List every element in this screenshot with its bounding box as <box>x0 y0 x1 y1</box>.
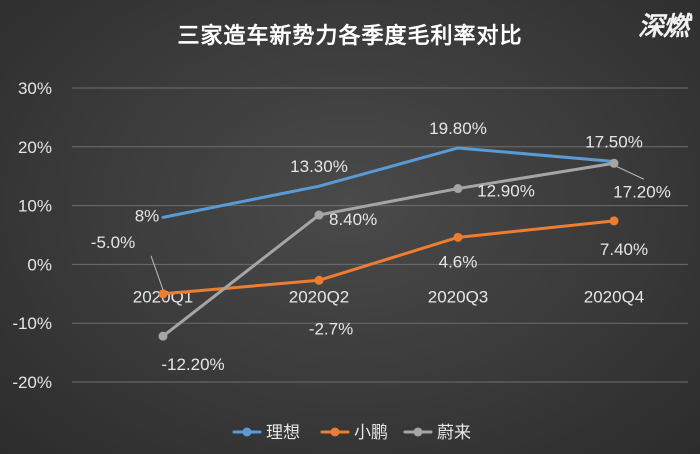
label-leader-line <box>150 255 164 290</box>
data-point-marker <box>453 184 463 194</box>
y-tick-label: -20% <box>12 373 52 392</box>
data-point-marker <box>158 331 168 341</box>
data-label: 13.30% <box>290 157 348 176</box>
data-label: 8% <box>135 206 160 225</box>
chart-title: 三家造车新势力各季度毛利率对比 <box>177 24 523 49</box>
x-tick-label: 2020Q4 <box>584 287 645 306</box>
series-line-2 <box>161 161 616 338</box>
x-tick-label: 2020Q2 <box>289 287 350 306</box>
data-label: -5.0% <box>91 233 135 252</box>
legend-swatch-marker <box>242 427 252 437</box>
data-point-marker <box>314 210 324 220</box>
x-tick-label: 2020Q3 <box>428 287 489 306</box>
data-label: -2.7% <box>309 319 353 338</box>
y-tick-label: -10% <box>12 314 52 333</box>
data-label: 8.40% <box>329 210 377 229</box>
series-line-1 <box>161 219 616 296</box>
data-label: 17.20% <box>613 182 671 201</box>
data-label: 17.50% <box>585 133 643 152</box>
data-point-marker <box>158 289 168 299</box>
label-leader-line <box>613 164 645 180</box>
y-tick-label: 10% <box>18 197 52 216</box>
data-point-marker <box>609 216 619 226</box>
data-point-marker <box>609 158 619 168</box>
legend-swatch-marker <box>413 427 423 437</box>
legend-swatch-marker <box>330 427 340 437</box>
series-line-0 <box>161 146 616 219</box>
y-tick-label: 20% <box>18 138 52 157</box>
data-label: 4.6% <box>439 252 478 271</box>
data-label: 7.40% <box>600 240 648 259</box>
legend-label: 理想 <box>266 423 300 443</box>
legend-label: 小鹏 <box>354 423 388 443</box>
data-point-marker <box>453 232 463 242</box>
y-tick-label: 0% <box>27 255 52 274</box>
data-point-marker <box>314 275 324 285</box>
brand-logo: 深燃 <box>637 12 689 42</box>
legend-label: 蔚来 <box>437 423 471 443</box>
data-label: 19.80% <box>429 119 487 138</box>
data-label: 12.90% <box>477 182 535 201</box>
data-label: -12.20% <box>161 355 224 374</box>
y-tick-label: 30% <box>18 79 52 98</box>
